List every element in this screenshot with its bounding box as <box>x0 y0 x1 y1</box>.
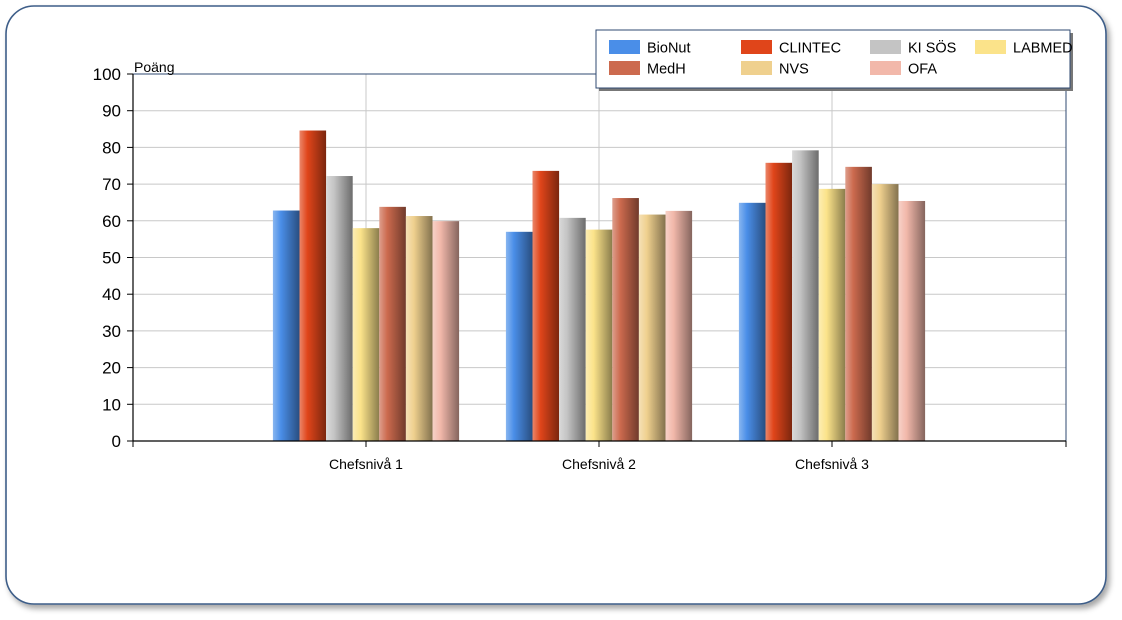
legend-item-ofa: OFA <box>870 61 937 78</box>
bar-medh-chefsniva-3 <box>845 166 872 441</box>
y-tick-label-70: 70 <box>102 175 121 194</box>
bar-bionut-chefsniva-1 <box>272 210 300 441</box>
legend-swatch-bionut <box>609 40 640 54</box>
bars <box>272 130 926 441</box>
legend-label-nvs: NVS <box>779 62 809 78</box>
legend-item-ki-sos: KI SÖS <box>870 39 956 57</box>
y-tick-label-80: 80 <box>102 138 121 157</box>
bar-ki-sos-chefsniva-3 <box>792 150 819 441</box>
bar-clintec-chefsniva-3 <box>765 162 793 441</box>
bar-medh-chefsniva-1 <box>379 206 406 441</box>
y-tick-label-20: 20 <box>102 359 121 378</box>
bar-clintec-chefsniva-2 <box>532 170 560 441</box>
legend-item-clintec: CLINTEC <box>741 40 841 57</box>
y-tick-label-90: 90 <box>102 102 121 121</box>
legend-swatch-medh <box>609 61 640 75</box>
x-tick-label-chefsniva-2: Chefsnivå 2 <box>562 456 636 472</box>
legend-label-clintec: CLINTEC <box>779 41 841 57</box>
bar-ki-sos-chefsniva-1 <box>326 176 353 441</box>
legend-item-bionut: BioNut <box>609 40 691 57</box>
bar-ki-sos-chefsniva-2 <box>559 217 586 441</box>
y-tick-label-100: 100 <box>93 65 121 84</box>
legend-item-nvs: NVS <box>741 61 809 78</box>
x-tick-label-chefsniva-3: Chefsnivå 3 <box>795 456 869 472</box>
bar-labmed-chefsniva-2 <box>585 229 613 441</box>
bar-ofa-chefsniva-2 <box>665 210 693 441</box>
legend-box <box>595 29 1071 89</box>
legend-item-labmed: LABMED <box>975 40 1073 57</box>
legend-swatch-nvs <box>741 61 772 75</box>
y-tick-label-0: 0 <box>112 432 121 451</box>
legend-swatch-labmed <box>975 40 1006 54</box>
bar-nvs-chefsniva-2 <box>638 214 666 441</box>
bar-ofa-chefsniva-3 <box>898 200 926 441</box>
y-tick-label-60: 60 <box>102 212 121 231</box>
bar-labmed-chefsniva-1 <box>352 228 380 441</box>
y-tick-labels: 0 10 20 30 40 50 60 70 80 90 100 <box>93 65 121 451</box>
y-tick-label-50: 50 <box>102 249 121 268</box>
bar-labmed-chefsniva-3 <box>818 188 846 441</box>
bar-nvs-chefsniva-3 <box>871 184 899 441</box>
y-tick-label-10: 10 <box>102 395 121 414</box>
bar-nvs-chefsniva-1 <box>405 216 433 441</box>
legend-swatch-ofa <box>870 61 901 75</box>
bar-medh-chefsniva-2 <box>612 198 639 441</box>
bar-ofa-chefsniva-1 <box>432 221 460 441</box>
bar-bionut-chefsniva-3 <box>738 202 766 441</box>
y-tick-label-40: 40 <box>102 285 121 304</box>
x-tick-labels: Chefsnivå 1 Chefsnivå 2 Chefsnivå 3 <box>329 456 869 472</box>
legend-label-bionut: BioNut <box>647 41 691 57</box>
legend-label-medh: MedH <box>647 62 686 78</box>
y-axis-title: Poäng <box>134 59 174 75</box>
y-tick-label-30: 30 <box>102 322 121 341</box>
legend-swatch-clintec <box>741 40 772 54</box>
legend-label-labmed: LABMED <box>1013 41 1073 57</box>
x-tick-label-chefsniva-1: Chefsnivå 1 <box>329 456 403 472</box>
legend: BioNut CLINTEC KI SÖS LABMED MedH NVS OFA <box>595 29 1073 91</box>
bar-clintec-chefsniva-1 <box>299 130 327 441</box>
bar-bionut-chefsniva-2 <box>505 231 533 441</box>
legend-label-ofa: OFA <box>908 62 937 78</box>
legend-swatch-ki-sos <box>870 40 901 54</box>
legend-label-ki-sos: KI SÖS <box>908 39 956 57</box>
legend-item-medh: MedH <box>609 61 686 78</box>
